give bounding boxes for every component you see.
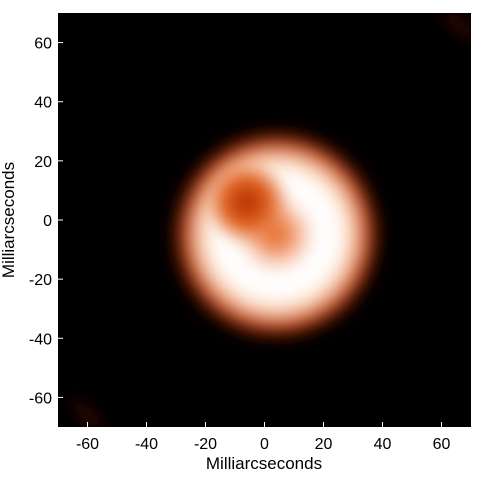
y-axis: 60 40 20 0 -20 -40 -60 [29,36,63,407]
x-tick-label: 0 [260,436,269,453]
x-axis: -60 -40 -20 0 20 40 60 [76,422,451,453]
y-tick-label: 20 [34,154,52,171]
x-tick-label: 60 [433,436,451,453]
x-tick-label: 40 [374,436,392,453]
intensity-image [71,13,471,427]
y-tick-label: -40 [29,331,52,348]
emission-ring [175,134,377,336]
y-tick-label: 40 [34,95,52,112]
x-tick-label: -20 [194,436,217,453]
y-tick-label: -60 [29,390,52,407]
y-tick-label: 0 [43,213,52,230]
x-axis-label: Milliarcseconds [206,454,322,473]
y-tick-label: 60 [34,36,52,53]
y-tick-label: -20 [29,272,52,289]
x-tick-label: 20 [315,436,333,453]
x-tick-label: -60 [76,436,99,453]
faint-feature [71,398,104,427]
faint-feature [442,13,471,42]
y-axis-label: Milliarcseconds [0,162,18,278]
x-tick-label: -40 [135,436,158,453]
central-hot-spot [204,159,290,245]
